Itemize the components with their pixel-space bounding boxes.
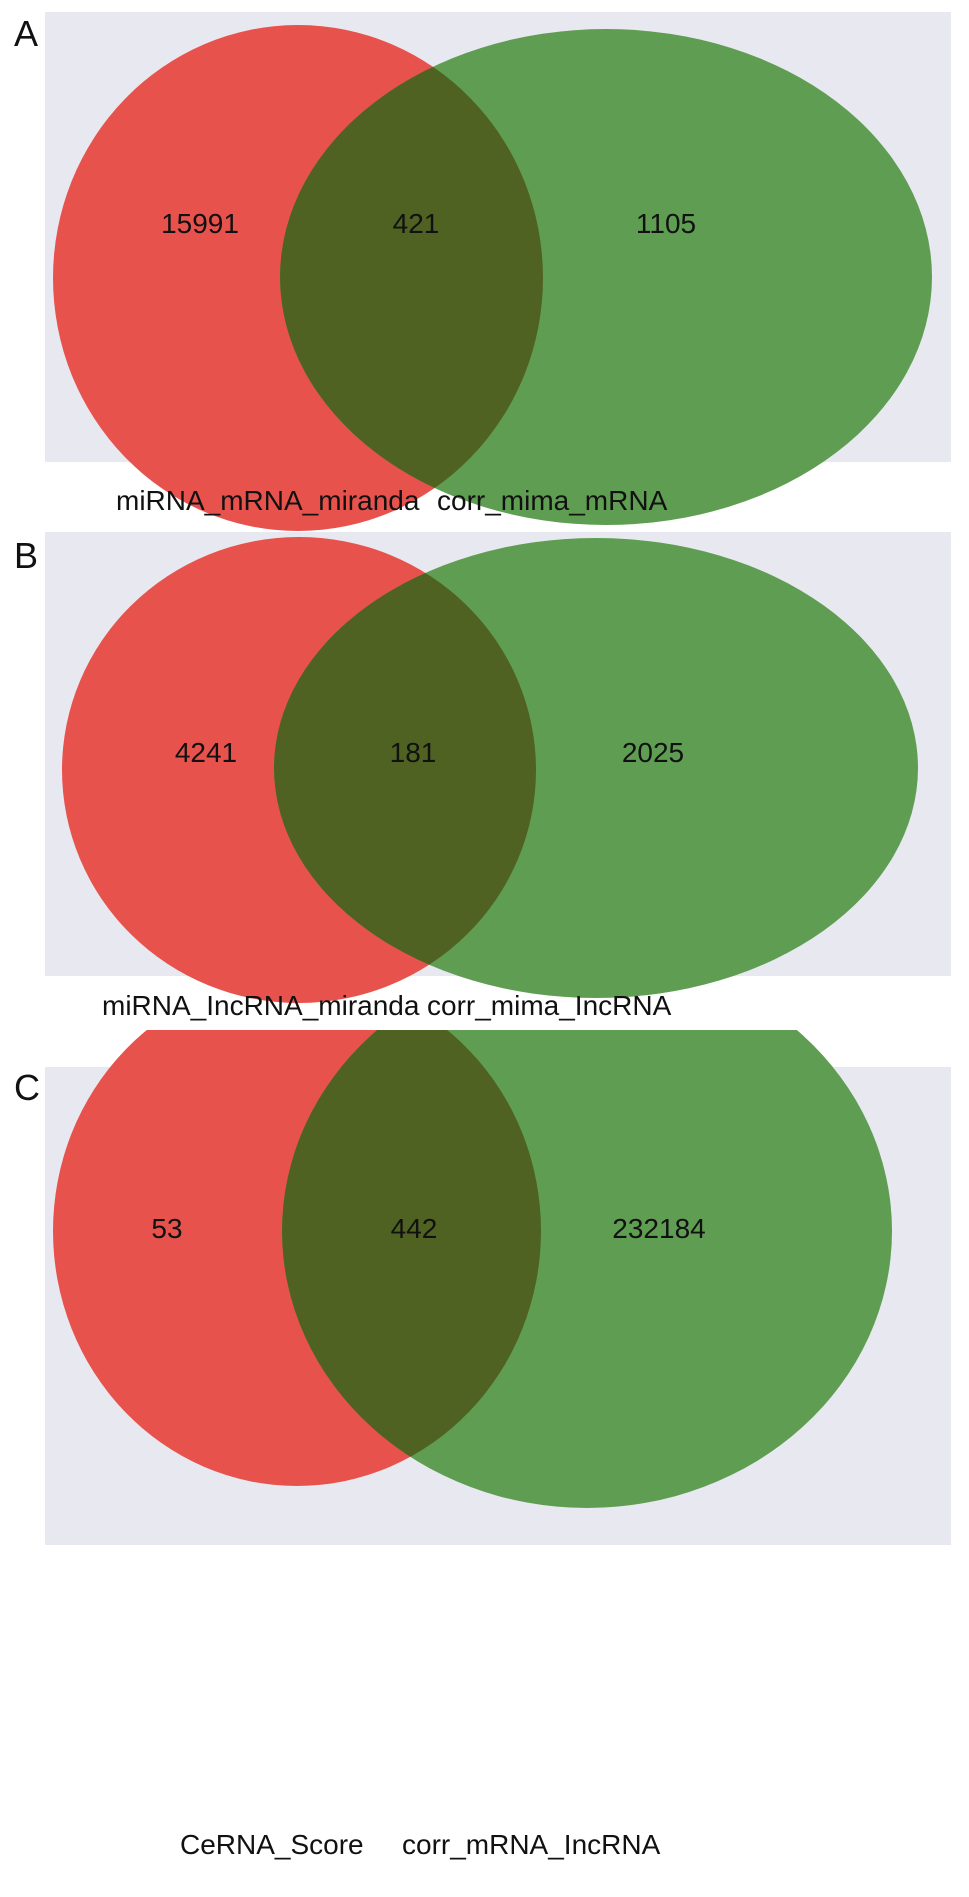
set-overlap — [282, 1030, 541, 1486]
panel-letter-c: C — [14, 1067, 40, 1108]
venn-diagram-c: 53 442 232184 — [45, 1030, 951, 1545]
venn-panel-c: C 53 442 232184 CeRNA_Score corr_mRNA_In… — [0, 1030, 969, 1897]
set-label-right: corr_mRNA_IncRNA — [402, 1829, 661, 1860]
venn-diagram-b: 4241 181 2025 — [45, 532, 951, 1003]
set-overlap — [274, 538, 536, 998]
set-overlap — [280, 29, 543, 525]
count-right-only: 2025 — [622, 737, 684, 768]
count-intersection: 442 — [391, 1213, 438, 1244]
set-label-left: CeRNA_Score — [180, 1829, 364, 1860]
count-left-only: 15991 — [161, 208, 239, 239]
count-left-only: 4241 — [175, 737, 237, 768]
count-intersection: 421 — [393, 208, 440, 239]
count-right-only: 1105 — [636, 208, 696, 239]
venn-panel-b: B 4241 181 2025 miRNA_IncRNA_miranda cor… — [0, 520, 969, 1140]
count-left-only: 53 — [151, 1213, 182, 1244]
panel-letter-a: A — [14, 13, 39, 54]
set-label-right: corr_mima_IncRNA — [427, 990, 672, 1021]
count-right-only: 232184 — [612, 1213, 705, 1244]
venn-panel-a: A 15991 421 1105 miRNA_mRNA_miranda corr… — [0, 0, 969, 620]
panel-letter-b: B — [14, 535, 39, 576]
venn-diagram-a: 15991 421 1105 — [45, 12, 951, 531]
set-label-left: miRNA_mRNA_miranda — [116, 485, 420, 516]
set-label-left: miRNA_IncRNA_miranda — [102, 990, 420, 1021]
set-label-right: corr_mima_mRNA — [437, 485, 668, 516]
count-intersection: 181 — [390, 737, 437, 768]
